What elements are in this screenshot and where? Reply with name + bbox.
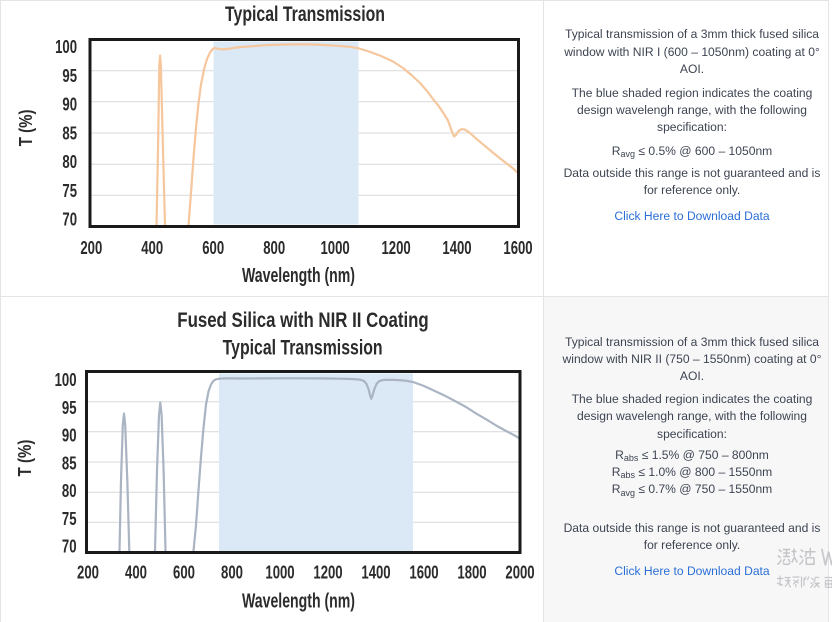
svg-text:1200: 1200 <box>381 238 410 259</box>
svg-text:1400: 1400 <box>442 238 471 259</box>
svg-text:1600: 1600 <box>409 562 438 583</box>
svg-text:Wavelength (nm): Wavelength (nm) <box>242 589 355 612</box>
svg-text:2000: 2000 <box>505 562 534 583</box>
svg-text:200: 200 <box>77 562 99 583</box>
svg-text:T (%): T (%) <box>15 440 36 477</box>
svg-text:800: 800 <box>221 562 243 583</box>
svg-text:75: 75 <box>62 181 77 202</box>
svg-text:Typical Transmission: Typical Transmission <box>223 335 383 359</box>
svg-text:600: 600 <box>202 238 224 259</box>
svg-text:95: 95 <box>62 66 77 87</box>
svg-text:70: 70 <box>62 537 77 558</box>
svg-text:Fused Silica with NIR II Coati: Fused Silica with NIR II Coating <box>177 309 428 332</box>
svg-text:T (%): T (%) <box>16 110 37 147</box>
svg-text:1200: 1200 <box>313 562 342 583</box>
svg-text:800: 800 <box>263 238 285 259</box>
svg-text:1600: 1600 <box>503 238 532 259</box>
svg-text:Wavelength (nm): Wavelength (nm) <box>242 264 355 287</box>
svg-text:400: 400 <box>141 238 163 259</box>
svg-text:80: 80 <box>62 481 77 502</box>
svg-text:1400: 1400 <box>361 562 390 583</box>
svg-text:85: 85 <box>62 453 77 474</box>
svg-text:75: 75 <box>62 509 77 530</box>
svg-text:200: 200 <box>80 238 102 259</box>
svg-text:Typical Transmission: Typical Transmission <box>225 2 385 26</box>
svg-text:90: 90 <box>62 425 77 446</box>
svg-text:1000: 1000 <box>320 238 349 259</box>
svg-text:1000: 1000 <box>265 562 294 583</box>
svg-text:70: 70 <box>62 209 77 230</box>
svg-text:100: 100 <box>55 370 77 391</box>
svg-text:1800: 1800 <box>457 562 486 583</box>
svg-text:90: 90 <box>62 95 77 116</box>
svg-text:95: 95 <box>62 398 77 419</box>
svg-text:100: 100 <box>55 37 77 58</box>
svg-text:80: 80 <box>62 152 77 173</box>
svg-text:85: 85 <box>62 123 77 144</box>
svg-text:600: 600 <box>173 562 195 583</box>
svg-text:400: 400 <box>125 562 147 583</box>
